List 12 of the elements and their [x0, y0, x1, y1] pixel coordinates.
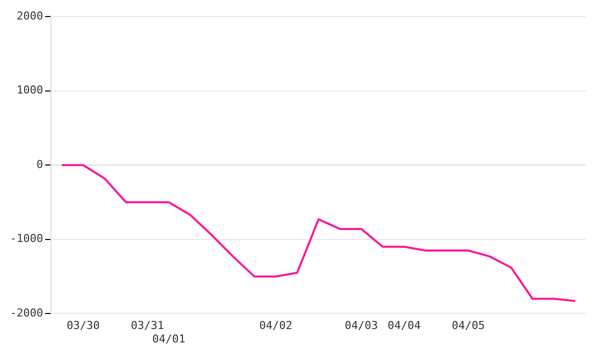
x-tick-label: 04/01: [152, 332, 186, 346]
x-tick-label: 03/31: [130, 319, 164, 332]
x-tick-label: 04/02: [259, 319, 292, 332]
y-tick-label: 2000: [16, 9, 44, 22]
x-tick-label: 03/30: [66, 319, 100, 332]
y-tick-label: -2000: [10, 306, 44, 320]
x-tick-label: 04/05: [452, 319, 485, 332]
y-tick-label: -1000: [10, 232, 44, 246]
x-tick-label: 04/04: [388, 319, 422, 332]
y-tick-label: 1000: [16, 84, 44, 97]
y-tick-label: 0: [36, 158, 44, 171]
x-tick-label: 04/03: [344, 319, 378, 332]
